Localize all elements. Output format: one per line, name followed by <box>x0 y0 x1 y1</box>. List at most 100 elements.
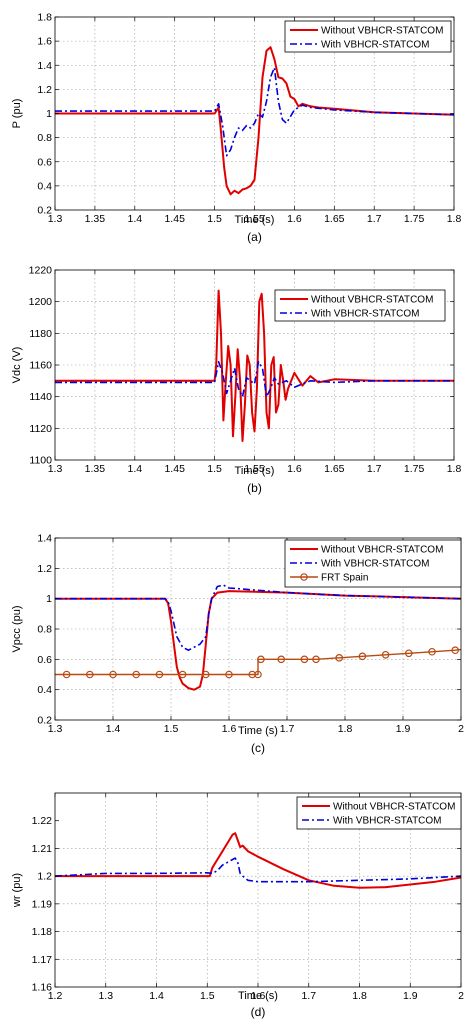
legend-entry: Without VBHCR-STATCOM <box>321 26 443 37</box>
y-tick-label: 1.22 <box>32 815 53 827</box>
x-tick-label: 1.9 <box>403 990 418 1002</box>
x-tick-label: 1.8 <box>338 723 353 735</box>
series-marker <box>254 670 262 679</box>
legend-box <box>274 289 446 322</box>
x-tick-label: 1.7 <box>301 990 316 1002</box>
y-tick-label: 1120 <box>29 423 52 435</box>
y-axis-label: Vpcc (pu) <box>11 605 23 652</box>
series-marker <box>381 650 390 659</box>
y-tick-label: 1.6 <box>37 36 52 48</box>
y-tick-label: 1180 <box>29 328 52 340</box>
chart-panel-d: 1.2 1.3 1.4 1.5 1.6 1.7 1.8 1.9 2 1.16 1.17 1.18 1.1… <box>11 792 464 1019</box>
x-tick-label: 1.55 <box>244 213 265 225</box>
series-marker <box>132 670 141 679</box>
x-tick-label: 1.8 <box>447 463 462 475</box>
y-tick-label: 0.2 <box>37 715 52 727</box>
x-tick-label: 1.6 <box>287 463 302 475</box>
y-tick-label: 1.8 <box>37 12 52 24</box>
chart-panel-b: 1.3 1.35 1.4 1.45 1.5 1.55 1.6 1.65 1.7 1.75 1.8 11… <box>11 265 461 496</box>
y-tick-label: 0.6 <box>37 156 52 168</box>
legend-entry: With VBHCR-STATCOM <box>311 309 420 320</box>
series-marker <box>109 670 117 679</box>
y-tick-label: 1.4 <box>37 60 52 72</box>
series-marker <box>451 646 460 655</box>
x-tick-label: 2 <box>458 990 464 1002</box>
y-tick-label: 1.18 <box>32 926 53 938</box>
series-marker <box>178 670 187 679</box>
legend-entry: With VBHCR-STATCOM <box>321 40 430 51</box>
x-tick-label: 1.8 <box>447 213 462 225</box>
x-tick-label: 1.6 <box>287 213 302 225</box>
x-tick-label: 1.5 <box>164 723 179 735</box>
series-marker <box>202 670 210 679</box>
x-tick-label: 1.45 <box>164 463 185 475</box>
y-tick-label: 1.16 <box>32 982 53 994</box>
y-tick-label: 0.6 <box>37 654 52 666</box>
y-axis-label: Vdc (V) <box>11 347 23 384</box>
y-tick-label: 0.2 <box>37 205 52 217</box>
y-tick-label: 1.2 <box>37 871 52 883</box>
y-tick-label: 1.19 <box>32 898 53 910</box>
x-tick-label: 1.4 <box>149 990 164 1002</box>
x-tick-label: 1.2 <box>48 990 63 1002</box>
y-tick-label: 1.17 <box>32 954 53 966</box>
y-tick-label: 1160 <box>29 360 52 372</box>
x-tick-label: 1.7 <box>280 723 295 735</box>
x-tick-label: 1.75 <box>404 463 425 475</box>
series-line-0 <box>55 46 455 196</box>
y-tick-label: 1 <box>46 108 52 120</box>
x-tick-label: 1.5 <box>200 990 215 1002</box>
y-tick-label: 1.2 <box>37 84 52 96</box>
legend-entry: Without VBHCR-STATCOM <box>311 295 433 306</box>
legend: Without VBHCR-STATCOM With VBHCR-STATCOM <box>296 796 462 830</box>
y-tick-label: 0.4 <box>37 180 52 192</box>
y-tick-label: 1140 <box>29 391 52 403</box>
legend-box <box>284 20 452 53</box>
series-marker <box>300 655 309 664</box>
x-tick-label: 1.65 <box>324 213 345 225</box>
x-tick-label: 1.4 <box>127 463 142 475</box>
panel-label: (b) <box>247 481 262 495</box>
legend-entry: With VBHCR-STATCOM <box>321 559 430 570</box>
series-line-0 <box>55 590 462 691</box>
panel-label: (a) <box>247 230 262 244</box>
chart-panel-c: 1.3 1.4 1.5 1.6 1.7 1.8 1.9 2 0.2 0.4 0.6 0.8 1 1.2 1.… <box>11 533 464 756</box>
x-tick-label: 1.35 <box>85 213 106 225</box>
y-tick-label: 1.2 <box>37 563 52 575</box>
series-marker <box>225 670 233 679</box>
y-tick-label: 1220 <box>29 265 53 277</box>
x-tick-label: 1.35 <box>85 463 106 475</box>
legend-entry: FRT Spain <box>321 573 368 584</box>
x-tick-label: 1.65 <box>324 463 345 475</box>
series-marker <box>312 655 320 664</box>
x-tick-label: 1.4 <box>127 213 142 225</box>
x-tick-label: 1.3 <box>48 463 63 475</box>
series-line-0 <box>55 832 462 889</box>
y-tick-label: 0.4 <box>37 684 52 696</box>
legend: Without VBHCR-STATCOM With VBHCR-STATCOM <box>274 289 446 322</box>
series-marker <box>257 655 265 664</box>
x-tick-label: 1.8 <box>352 990 367 1002</box>
y-axis-label: P (pu) <box>11 99 23 129</box>
panel-label: (d) <box>251 1005 266 1019</box>
y-tick-label: 1.21 <box>32 843 53 855</box>
x-tick-label: 1.9 <box>396 723 411 735</box>
x-tick-label: 1.3 <box>98 990 113 1002</box>
x-tick-label: 1.4 <box>106 723 121 735</box>
x-axis-label: Time (s) <box>235 465 275 477</box>
legend: Without VBHCR-STATCOM With VBHCR-STATCOM F… <box>284 539 462 588</box>
x-tick-label: 1.6 <box>251 990 266 1002</box>
series-line-0 <box>55 289 454 442</box>
series-marker <box>155 670 164 679</box>
y-tick-label: 1200 <box>29 296 53 308</box>
y-tick-label: 0.8 <box>37 132 52 144</box>
x-tick-label: 1.55 <box>244 463 265 475</box>
series-marker <box>86 670 94 679</box>
series-line-1 <box>55 584 462 652</box>
y-axis-label: wr (pu) <box>11 873 23 908</box>
x-tick-label: 2 <box>458 723 464 735</box>
y-tick-label: 1 <box>46 593 52 605</box>
legend-entry: With VBHCR-STATCOM <box>333 816 442 827</box>
y-tick-label: 0.8 <box>37 624 52 636</box>
x-tick-label: 1.3 <box>48 723 63 735</box>
